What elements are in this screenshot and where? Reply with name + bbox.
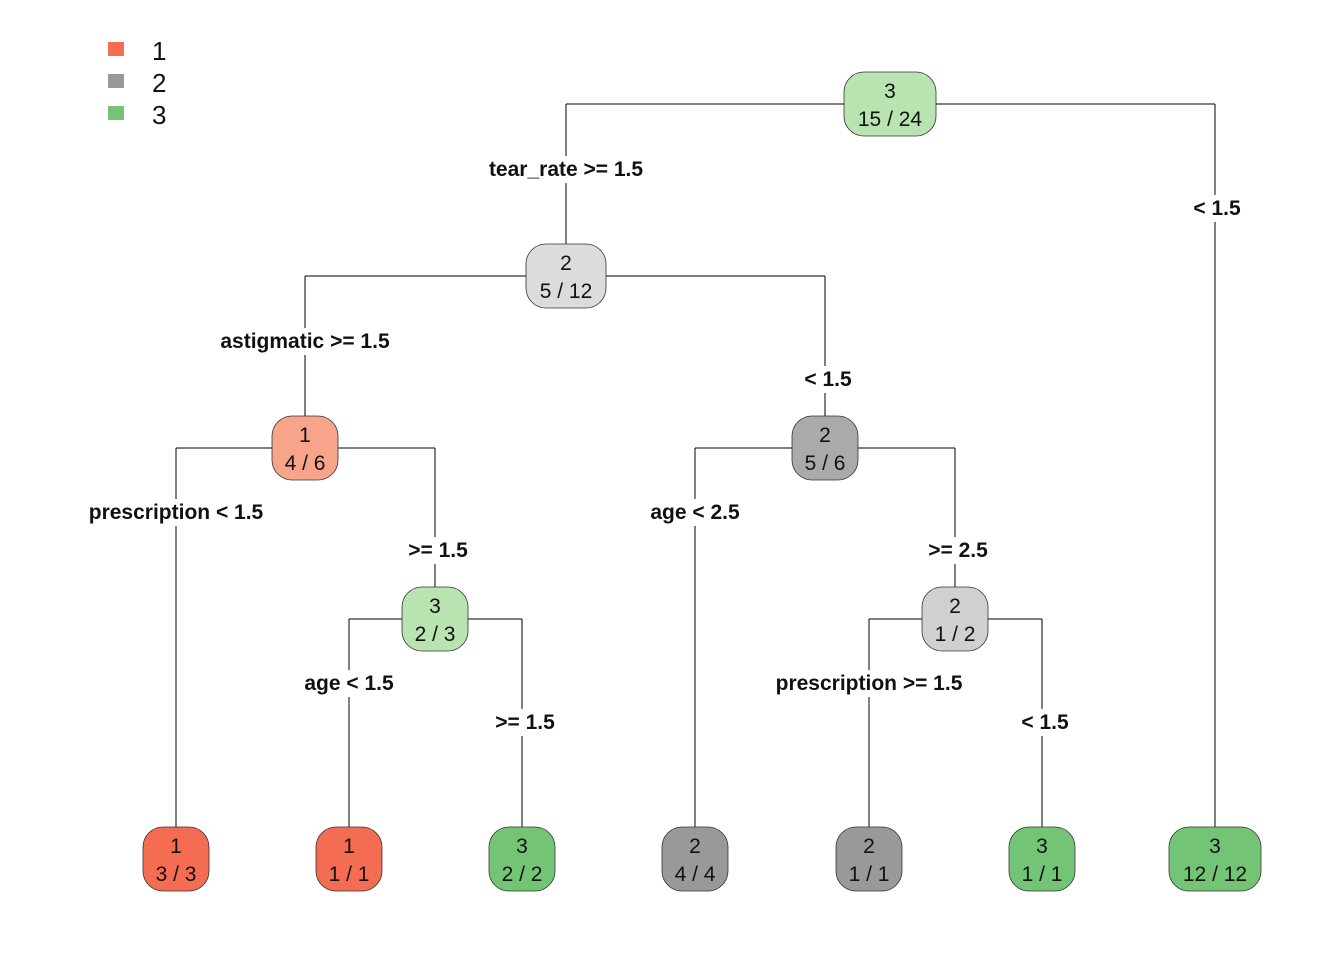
node-class: 2	[949, 595, 961, 618]
tree-node-n2: 2 5 / 12	[525, 243, 607, 309]
node-class: 3	[429, 595, 441, 618]
split-label-bg	[772, 670, 966, 697]
node-counts: 1 / 2	[935, 623, 976, 646]
legend-swatch-2	[108, 74, 124, 88]
split-label-s_n4_right: >= 1.5	[408, 539, 468, 562]
node-counts: 2 / 2	[502, 863, 543, 886]
split-label-bg	[801, 366, 855, 393]
split-label-s_root_right: < 1.5	[1193, 197, 1241, 220]
node-box	[921, 586, 989, 652]
node-counts: 4 / 4	[675, 863, 716, 886]
node-box	[791, 415, 859, 481]
node-box	[315, 826, 383, 892]
split-label-s_n3_right: >= 2.5	[928, 539, 988, 562]
tree-node-leaf3: 3 2 / 2	[488, 826, 556, 892]
split-label-s_n4_left: prescription < 1.5	[89, 501, 264, 524]
node-counts: 5 / 12	[540, 280, 593, 303]
node-box	[271, 415, 339, 481]
node-class: 2	[819, 424, 831, 447]
node-class: 3	[1209, 835, 1221, 858]
node-counts: 1 / 1	[329, 863, 370, 886]
legend-swatch-3	[108, 106, 124, 120]
node-class: 2	[560, 252, 572, 275]
node-box	[835, 826, 903, 892]
split-label-bg	[85, 499, 267, 526]
node-class: 1	[343, 835, 355, 858]
node-box	[1168, 826, 1262, 892]
split-label-bg	[1018, 709, 1072, 736]
split-label-bg	[492, 709, 559, 736]
node-counts: 5 / 6	[805, 452, 846, 475]
node-class: 3	[516, 835, 528, 858]
tree-node-leaf4: 2 4 / 4	[661, 826, 729, 892]
tree-node-root: 3 15 / 24	[843, 71, 937, 137]
tree-node-n5: 3 2 / 3	[401, 586, 469, 652]
split-label-s_n5_left: age < 1.5	[304, 672, 394, 695]
tree-node-leaf2: 1 1 / 1	[315, 826, 383, 892]
split-label-bg	[925, 537, 992, 564]
legend-swatch-1	[108, 42, 124, 56]
tree-node-leaf6: 3 1 / 1	[1008, 826, 1076, 892]
legend-label-3: 3	[152, 100, 167, 130]
split-labels: tear_rate >= 1.5 < 1.5 astigmatic >= 1.5 < …	[85, 156, 1244, 736]
split-label-bg	[301, 670, 397, 697]
node-box	[488, 826, 556, 892]
node-class: 3	[1036, 835, 1048, 858]
node-box	[401, 586, 469, 652]
node-box	[843, 71, 937, 137]
node-class: 1	[170, 835, 182, 858]
split-label-s_n5_right: >= 1.5	[495, 711, 555, 734]
node-class: 2	[863, 835, 875, 858]
node-counts: 3 / 3	[156, 863, 197, 886]
node-counts: 12 / 12	[1183, 863, 1247, 886]
tree-nodes: 3 15 / 24 2 5 / 12 1 4 / 6 3 2 / 3 2 5 / 6 2 1 / 2 1…	[142, 71, 1262, 892]
split-label-bg	[647, 499, 743, 526]
split-label-s_root_left: tear_rate >= 1.5	[489, 158, 643, 181]
node-counts: 1 / 1	[1022, 863, 1063, 886]
node-counts: 4 / 6	[285, 452, 326, 475]
split-label-s_n3_left: age < 2.5	[650, 501, 740, 524]
tree-edges	[175, 103, 1216, 827]
split-label-s_n7_left: prescription >= 1.5	[776, 672, 963, 695]
tree-node-n7: 2 1 / 2	[921, 586, 989, 652]
split-label-s_n7_right: < 1.5	[1021, 711, 1069, 734]
node-box	[1008, 826, 1076, 892]
tree-node-n4: 1 4 / 6	[271, 415, 339, 481]
split-label-bg	[405, 537, 472, 564]
legend-label-1: 1	[152, 36, 167, 66]
node-counts: 15 / 24	[858, 108, 923, 131]
node-box	[142, 826, 210, 892]
legend-label-2: 2	[152, 68, 167, 98]
tree-node-leaf1: 1 3 / 3	[142, 826, 210, 892]
node-class: 1	[299, 424, 311, 447]
split-label-s_n2_right: < 1.5	[804, 368, 852, 391]
split-label-bg	[485, 156, 647, 183]
node-counts: 2 / 3	[415, 623, 456, 646]
node-class: 2	[689, 835, 701, 858]
split-label-bg	[1190, 195, 1244, 222]
tree-node-leaf5: 2 1 / 1	[835, 826, 903, 892]
tree-node-leaf7: 3 12 / 12	[1168, 826, 1262, 892]
node-box	[661, 826, 729, 892]
split-label-s_n2_left: astigmatic >= 1.5	[220, 330, 390, 353]
tree-node-n3: 2 5 / 6	[791, 415, 859, 481]
node-counts: 1 / 1	[849, 863, 890, 886]
split-label-bg	[217, 328, 393, 355]
node-class: 3	[884, 80, 896, 103]
node-box	[525, 243, 607, 309]
